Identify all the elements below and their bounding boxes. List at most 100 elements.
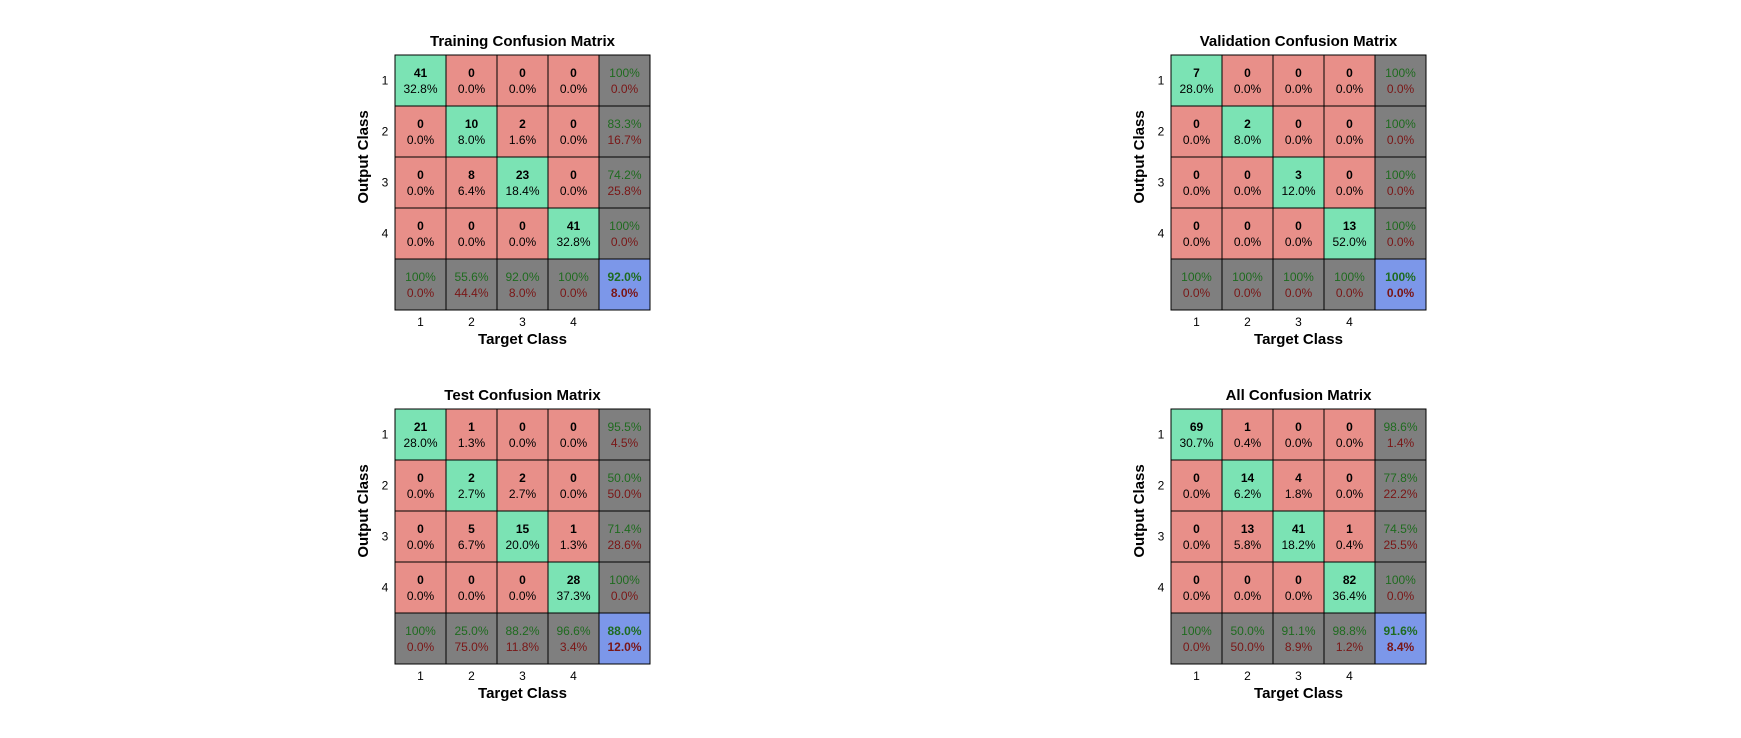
cell-percent: 32.8% xyxy=(556,235,590,249)
y-tick-label: 3 xyxy=(1158,530,1165,544)
cell-percent: 0.0% xyxy=(458,589,486,603)
col-summary-cell xyxy=(547,612,600,665)
error-cell xyxy=(547,408,600,461)
row-error-rate: 16.7% xyxy=(607,133,641,147)
col-error-rate: 8.0% xyxy=(509,286,537,300)
row-precision: 100% xyxy=(1385,219,1416,233)
col-error-rate: 0.0% xyxy=(1183,640,1211,654)
cell-count: 0 xyxy=(468,66,475,80)
cell-count: 1 xyxy=(1346,522,1353,536)
cell-percent: 0.4% xyxy=(1234,436,1262,450)
cell-count: 0 xyxy=(1244,219,1251,233)
cell-count: 0 xyxy=(1295,117,1302,131)
cell-percent: 0.0% xyxy=(458,235,486,249)
cell-percent: 0.0% xyxy=(1285,235,1313,249)
col-error-rate: 3.4% xyxy=(560,640,588,654)
row-precision: 100% xyxy=(609,573,640,587)
cell-percent: 0.0% xyxy=(509,82,537,96)
cell-count: 0 xyxy=(1295,573,1302,587)
cell-percent: 0.0% xyxy=(560,436,588,450)
cell-percent: 0.0% xyxy=(1183,235,1211,249)
col-recall: 55.6% xyxy=(454,270,488,284)
x-tick-label: 4 xyxy=(570,315,577,329)
cell-percent: 20.0% xyxy=(505,538,539,552)
error-cell xyxy=(445,510,498,563)
col-summary-cell xyxy=(1170,258,1223,311)
error-cell xyxy=(496,207,549,260)
cell-count: 41 xyxy=(1292,522,1306,536)
error-cell xyxy=(547,510,600,563)
cell-percent: 6.7% xyxy=(458,538,486,552)
correct-cell xyxy=(547,207,600,260)
cell-percent: 2.7% xyxy=(509,487,537,501)
cell-count: 2 xyxy=(519,471,526,485)
row-summary-cell xyxy=(1374,156,1427,209)
confusion-matrix-4: All Confusion Matrix 69 30.7% 1 0.4% 0 0.0% 0 0.… xyxy=(1131,387,1427,702)
cell-count: 0 xyxy=(1346,471,1353,485)
row-error-rate: 0.0% xyxy=(611,82,639,96)
cell-count: 23 xyxy=(516,168,530,182)
y-axis-label: Output Class xyxy=(355,464,372,557)
col-summary-cell xyxy=(1272,258,1325,311)
x-tick-label: 4 xyxy=(1346,315,1353,329)
error-cell xyxy=(1170,105,1223,158)
row-error-rate: 0.0% xyxy=(1387,589,1415,603)
row-precision: 50.0% xyxy=(607,471,641,485)
cell-percent: 0.0% xyxy=(1183,487,1211,501)
error-cell xyxy=(1221,510,1274,563)
cell-percent: 0.0% xyxy=(1285,436,1313,450)
error-cell xyxy=(445,561,498,614)
x-tick-label: 2 xyxy=(1244,669,1251,683)
row-precision: 95.5% xyxy=(607,420,641,434)
error-cell xyxy=(1272,459,1325,512)
overall-accuracy-cell xyxy=(1374,612,1427,665)
row-summary-cell xyxy=(598,207,651,260)
cell-percent: 0.0% xyxy=(407,487,435,501)
error-cell xyxy=(1221,207,1274,260)
cell-count: 14 xyxy=(1241,471,1255,485)
error-cell xyxy=(1323,105,1376,158)
cell-count: 69 xyxy=(1190,420,1204,434)
x-tick-label: 3 xyxy=(519,315,526,329)
row-error-rate: 0.0% xyxy=(611,589,639,603)
cell-count: 13 xyxy=(1343,219,1357,233)
correct-cell xyxy=(1323,207,1376,260)
error-cell xyxy=(547,105,600,158)
x-tick-label: 1 xyxy=(1193,315,1200,329)
cell-percent: 0.0% xyxy=(458,82,486,96)
col-error-rate: 0.0% xyxy=(1183,286,1211,300)
row-summary-cell xyxy=(598,105,651,158)
row-precision: 77.8% xyxy=(1383,471,1417,485)
y-axis-label: Output Class xyxy=(1131,464,1148,557)
x-axis-label: Target Class xyxy=(478,685,567,702)
row-error-rate: 0.0% xyxy=(1387,184,1415,198)
x-tick-label: 1 xyxy=(417,669,424,683)
x-axis-label: Target Class xyxy=(1254,331,1343,348)
error-cell xyxy=(1170,207,1223,260)
cell-count: 0 xyxy=(570,168,577,182)
matrix-title: Validation Confusion Matrix xyxy=(1200,33,1398,50)
error-cell xyxy=(394,105,447,158)
cell-count: 2 xyxy=(519,117,526,131)
error-cell xyxy=(1272,54,1325,107)
cell-count: 13 xyxy=(1241,522,1255,536)
cell-count: 0 xyxy=(1244,573,1251,587)
y-tick-label: 4 xyxy=(382,581,389,595)
cell-percent: 5.8% xyxy=(1234,538,1262,552)
col-recall: 100% xyxy=(558,270,589,284)
cell-percent: 8.0% xyxy=(1234,133,1262,147)
cell-percent: 0.0% xyxy=(1336,82,1364,96)
error-cell xyxy=(496,561,549,614)
col-recall: 88.2% xyxy=(505,624,539,638)
x-tick-label: 2 xyxy=(1244,315,1251,329)
cell-percent: 0.0% xyxy=(509,589,537,603)
col-summary-cell xyxy=(1170,612,1223,665)
error-cell xyxy=(1323,54,1376,107)
row-precision: 98.6% xyxy=(1383,420,1417,434)
row-error-rate: 0.0% xyxy=(1387,82,1415,96)
cell-count: 28 xyxy=(567,573,581,587)
cell-count: 0 xyxy=(519,66,526,80)
row-error-rate: 4.5% xyxy=(611,436,639,450)
error-cell xyxy=(496,408,549,461)
error-cell xyxy=(445,54,498,107)
